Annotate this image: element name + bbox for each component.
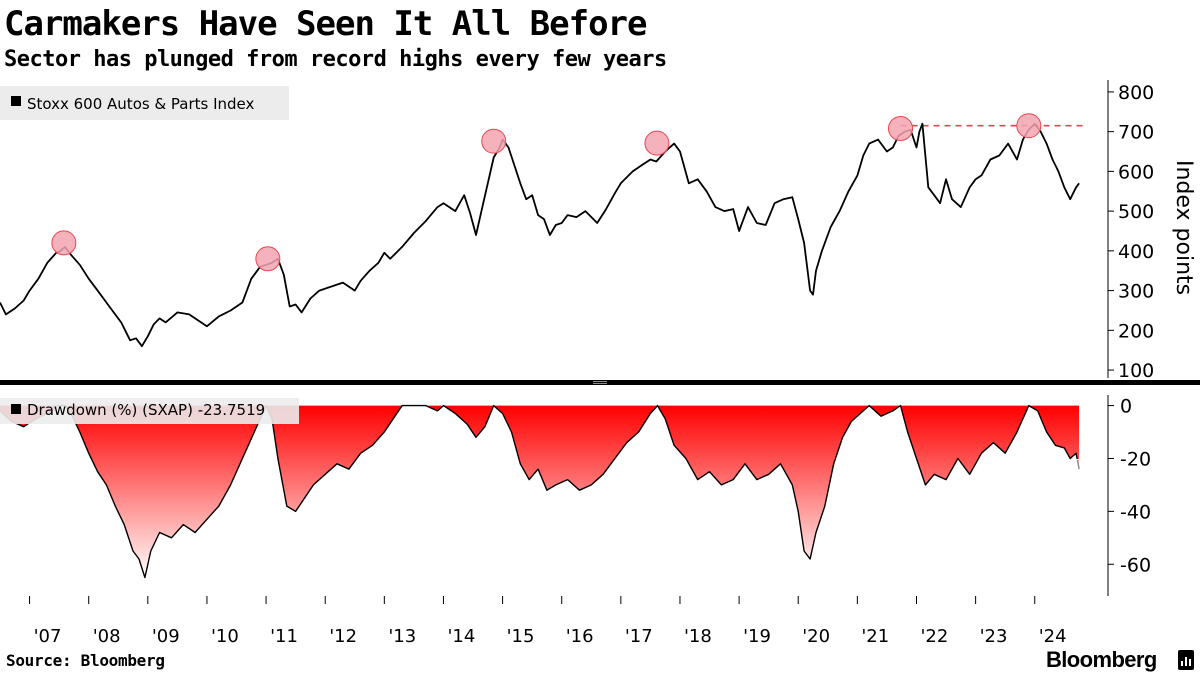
source-note: Source: Bloomberg (6, 651, 165, 670)
index-y-tick-label: 400 (1118, 241, 1154, 263)
peak-marker (1016, 113, 1042, 139)
index-y-tick-label: 100 (1118, 360, 1154, 382)
x-tick-label: '18 (684, 626, 712, 647)
panel-divider (0, 380, 1200, 385)
x-tick-label: '14 (447, 626, 475, 647)
peak-marker (51, 230, 77, 256)
x-tick-label: '11 (270, 626, 298, 647)
x-tick-label: '15 (507, 626, 535, 647)
peak-marker (481, 128, 507, 154)
x-tick-label: '23 (980, 626, 1008, 647)
panel-divider-grip-lower (593, 383, 607, 384)
drawdown-y-tick-label: -40 (1120, 501, 1151, 523)
latest-value-marker (1069, 458, 1089, 478)
index-y-tick-label: 200 (1118, 320, 1154, 342)
index-y-tick-label: 500 (1118, 201, 1154, 223)
x-tick-label: '10 (211, 626, 239, 647)
index-y-axis-label: Index points (1171, 160, 1196, 295)
index-legend-box (0, 86, 289, 120)
drawdown-y-tick-label: -20 (1120, 448, 1151, 470)
index-legend-swatch (11, 96, 21, 106)
bloomberg-logo: Bloomberg (1046, 647, 1157, 672)
index-legend-label: Stoxx 600 Autos & Parts Index (27, 95, 255, 113)
bloomberg-terminal-icon (1178, 650, 1194, 670)
x-tick-label: '09 (152, 626, 180, 647)
x-tick-label: '22 (920, 626, 948, 647)
panel-divider-grip (593, 381, 607, 382)
drawdown-legend-swatch (11, 404, 21, 414)
index-panel: Stoxx 600 Autos & Parts Index 100 200 300 4… (0, 80, 1196, 382)
x-tick-label: '08 (93, 626, 121, 647)
x-tick-label: '19 (743, 626, 771, 647)
index-y-tick-label: 300 (1118, 281, 1154, 303)
x-tick-label: '07 (34, 626, 62, 647)
peak-marker (255, 246, 281, 272)
drawdown-legend-label: Drawdown (%) (SXAP) -23.7519 (27, 401, 265, 419)
index-y-axis: 100 200 300 400 500 600 700 800 (1107, 80, 1154, 382)
x-tick-label: '21 (861, 626, 889, 647)
chart-subtitle: Sector has plunged from record highs eve… (4, 47, 667, 72)
x-tick-label: '17 (625, 626, 653, 647)
index-series-line (0, 122, 1080, 348)
drawdown-y-axis: 0 -20 -40 -60 (1107, 395, 1151, 596)
peak-marker (888, 115, 914, 141)
index-y-tick-label: 800 (1118, 82, 1154, 104)
drawdown-panel: Drawdown (%) (SXAP) -23.7519 0 -20 -40 -60 (0, 395, 1151, 596)
drawdown-y-tick-label: -60 (1120, 554, 1151, 576)
index-y-tick-label: 700 (1118, 122, 1154, 144)
x-tick-label: '12 (329, 626, 357, 647)
index-y-tick-label: 600 (1118, 161, 1154, 183)
chart-title: Carmakers Have Seen It All Before (4, 4, 648, 44)
x-tick-label: '13 (388, 626, 416, 647)
drawdown-legend-box (0, 398, 299, 424)
x-tick-label: '16 (566, 626, 594, 647)
drawdown-area (0, 405, 1080, 578)
x-axis: '07 '08 '09 '10 '11 '12 '13 '14 '15 '16 '17 '18 '19 '… (29, 596, 1067, 647)
x-tick-label: '24 (1039, 626, 1067, 647)
x-tick-label: '20 (802, 626, 830, 647)
drawdown-series-line (0, 404, 1080, 579)
drawdown-y-tick-label: 0 (1120, 396, 1132, 418)
peak-marker (644, 130, 670, 156)
